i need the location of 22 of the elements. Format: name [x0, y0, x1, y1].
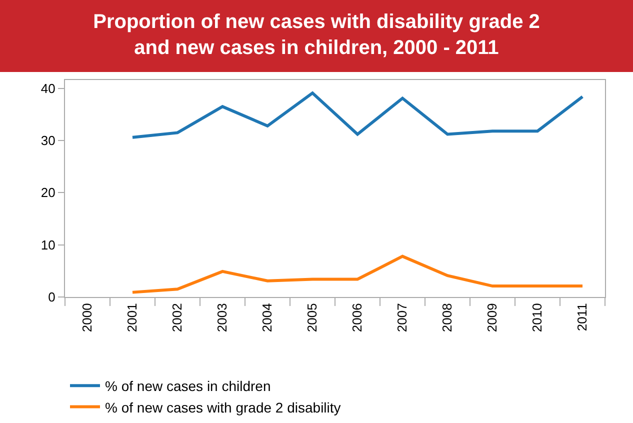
x-tick-label: 2007 — [394, 303, 410, 332]
legend-label: % of new cases with grade 2 disability — [105, 399, 341, 416]
x-tick-label: 2008 — [440, 303, 455, 332]
y-tick-label: 0 — [48, 290, 56, 305]
line-series — [131, 92, 584, 139]
legend-label: % of new cases in children — [105, 378, 271, 394]
chart-title: Proportion of new cases with disability grade 2 and new cases in children, 2000 - 2011 — [93, 11, 540, 60]
x-tick-label: 2005 — [304, 303, 320, 332]
y-tick-label: 40 — [40, 80, 56, 96]
y-tick-label: 20 — [40, 185, 56, 200]
x-tick-label: 2009 — [484, 303, 500, 332]
x-tick-label: 2002 — [170, 303, 185, 332]
y-tick-label: 30 — [40, 133, 56, 148]
x-tick-label: 2004 — [260, 303, 275, 332]
x-tick-label: 2000 — [80, 303, 95, 332]
x-tick-label: 2001 — [124, 303, 140, 332]
y-tick-label: 10 — [40, 237, 56, 252]
x-tick-label: 2010 — [530, 303, 545, 332]
x-tick-label: 2006 — [350, 303, 365, 332]
line-series — [131, 254, 584, 294]
x-tick-label: 2003 — [214, 303, 230, 332]
x-tick-label: 2011 — [574, 303, 590, 332]
